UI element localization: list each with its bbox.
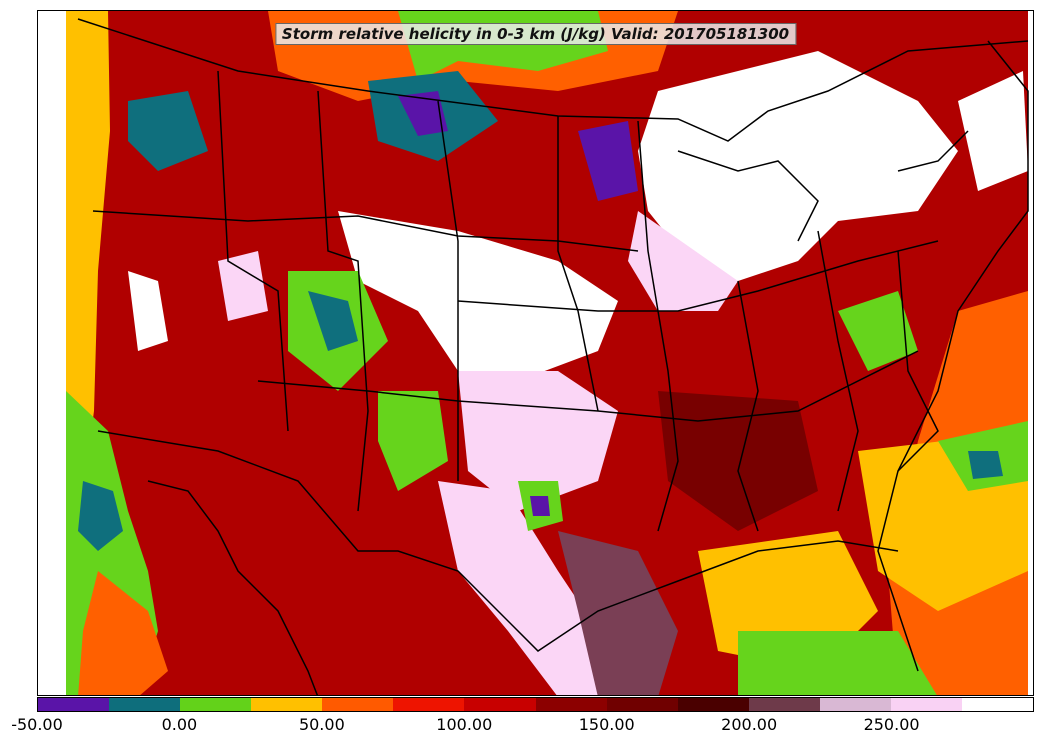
- colorbar-segment: [251, 698, 323, 711]
- colorbar-segment: [322, 698, 394, 711]
- colorbar-tick-label: -50.00: [11, 715, 63, 734]
- central-white-region: [338, 211, 618, 381]
- northwest-teal-patch: [128, 91, 208, 171]
- colorbar: [37, 697, 1034, 712]
- colorbar-tick-label: 200.00: [721, 715, 778, 734]
- utah-pink-patch: [218, 251, 268, 321]
- gulf-green-band: [738, 631, 937, 695]
- colorbar-segment: [535, 698, 607, 711]
- colorbar-segment: [38, 698, 110, 711]
- mid-atlantic-green-patch: [838, 291, 918, 371]
- colorbar-segment: [748, 698, 820, 711]
- colorbar-segment: [606, 698, 678, 711]
- northeast-white-patch: [958, 71, 1028, 191]
- atlantic-teal-patch: [968, 451, 1003, 479]
- new-mexico-green-patch: [378, 391, 448, 491]
- minnesota-purple-patch: [578, 121, 638, 201]
- gulf-mauve-region: [558, 531, 678, 695]
- colorbar-segment: [109, 698, 181, 711]
- pacific-teal-patch: [78, 481, 123, 551]
- colorbar-segment: [464, 698, 536, 711]
- pacific-orange-patch: [78, 571, 168, 695]
- colorbar-segment: [180, 698, 252, 711]
- colorbar-tick-label: 250.00: [863, 715, 920, 734]
- great-lakes-white-region: [638, 51, 958, 281]
- colorbar-tick-label: 0.00: [161, 715, 198, 734]
- map-title: Storm relative helicity in 0-3 km (J/kg)…: [274, 23, 797, 45]
- rockies-teal-patch: [308, 291, 358, 351]
- great-lakes-pink-fringe: [628, 211, 738, 311]
- colorbar-segment: [677, 698, 749, 711]
- great-basin-white-patch: [128, 271, 168, 351]
- boundary-lines: [77, 18, 1029, 695]
- colorbar-tick-label: 50.00: [298, 715, 345, 734]
- map-frame: Storm relative helicity in 0-3 km (J/kg)…: [37, 10, 1034, 696]
- north-purple-patch: [398, 91, 448, 136]
- southern-dark-region: [658, 391, 818, 531]
- colorbar-tick-label: 100.00: [436, 715, 493, 734]
- helicity-map: [66, 11, 1029, 695]
- colorbar-tick-label: 150.00: [578, 715, 635, 734]
- colorbar-segment: [393, 698, 465, 711]
- oklahoma-purple-spot: [530, 496, 550, 516]
- colorbar-segment: [819, 698, 891, 711]
- central-pink-region: [458, 371, 618, 511]
- colorbar-segment: [890, 698, 963, 711]
- colorbar-ticks: -50.00 0.00 50.00 100.00 150.00 200.00 250.00: [0, 713, 1044, 743]
- colorbar-segment: [962, 698, 1034, 711]
